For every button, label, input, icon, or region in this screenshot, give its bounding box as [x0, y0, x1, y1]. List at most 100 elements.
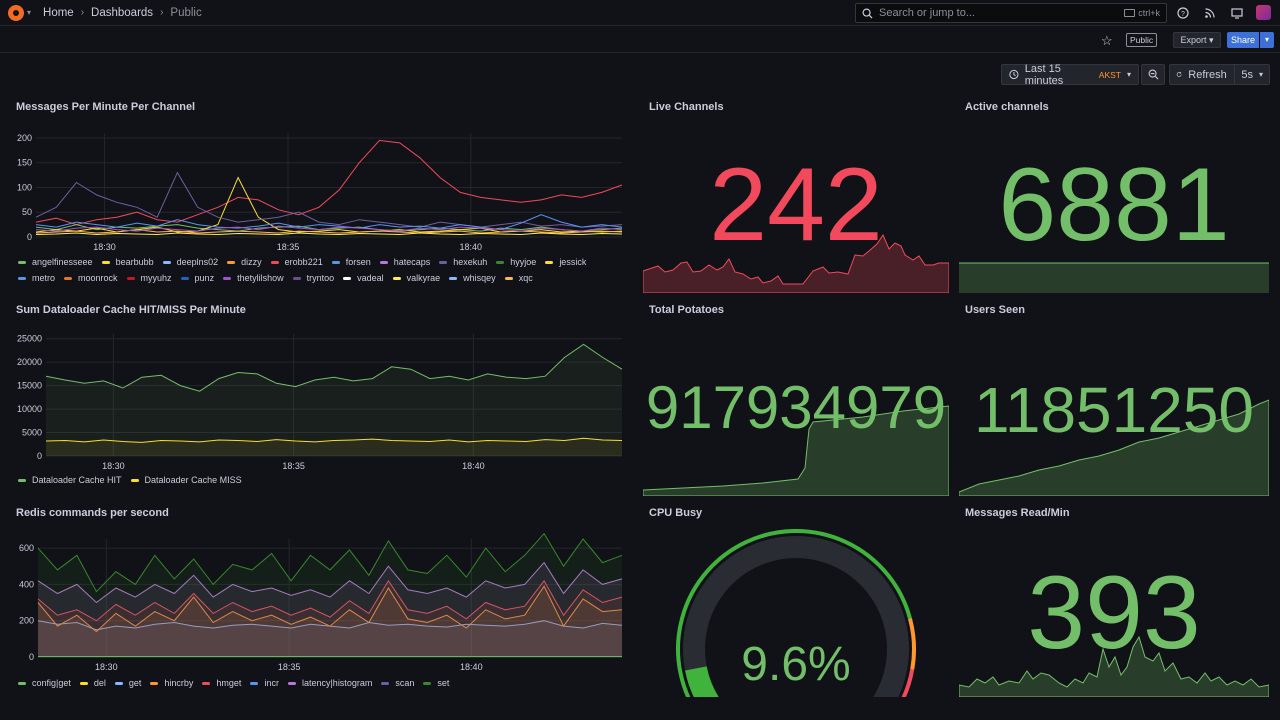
export-button[interactable]: Export ▾ [1173, 32, 1221, 48]
chart-legend: config|get del get hincrby hmget incr latency|… [18, 675, 630, 691]
legend-swatch [18, 478, 26, 482]
legend-item[interactable]: hatecaps [379, 254, 430, 270]
breadcrumb-dashboards[interactable]: Dashboards [91, 6, 154, 19]
messages-line-chart[interactable]: 0 50 100 150 200 18:30 18:35 18:40 [16, 127, 630, 255]
users-seen-sparkline [959, 399, 1269, 496]
legend-item[interactable]: dizzy [227, 254, 262, 270]
keyboard-icon [1124, 9, 1136, 17]
refresh-button[interactable]: Refresh 5s ▾ [1169, 64, 1270, 85]
panel-title[interactable]: Total Potatoes [649, 304, 724, 316]
panel-title[interactable]: Redis commands per second [16, 507, 169, 519]
legend-label: forsen [345, 257, 371, 267]
legend-swatch [202, 681, 211, 685]
legend-item[interactable]: latency|histogram [287, 675, 372, 691]
legend-item[interactable]: erobb221 [270, 254, 323, 270]
legend-item[interactable]: set [423, 675, 449, 691]
panel-users-seen: Users Seen 11851250 [959, 304, 1269, 496]
timezone-badge: AKST [1098, 69, 1121, 80]
stat-value: 6881 [998, 147, 1230, 263]
panel-messages-read: Messages Read/Min 393 [959, 507, 1269, 697]
panel-title[interactable]: Messages Per Minute Per Channel [16, 101, 196, 113]
x-tick-label: 18:35 [277, 242, 300, 252]
legend-item[interactable]: hincrby [150, 675, 193, 691]
redis-area-chart[interactable]: 0 200 400 600 18:30 18:35 18:40 [16, 533, 630, 675]
top-actions: ? [1175, 5, 1245, 21]
y-tick-label: 5000 [22, 428, 42, 438]
panel-title[interactable]: Users Seen [965, 304, 1025, 316]
panel-live-channels: Live Channels 242 [643, 101, 949, 293]
rss-news-icon[interactable] [1202, 5, 1218, 21]
y-tick-label: 200 [17, 133, 32, 143]
panel-title[interactable]: Messages Read/Min [965, 507, 1070, 519]
zoom-out-button[interactable] [1141, 64, 1165, 85]
legend-label: myyuhz [140, 273, 172, 283]
help-icon[interactable]: ? [1175, 5, 1191, 21]
legend-item[interactable]: jessick [545, 254, 586, 270]
legend-item[interactable]: Dataloader Cache MISS [130, 472, 242, 488]
legend-item[interactable]: hmget [202, 675, 241, 691]
breadcrumb-home[interactable]: Home [43, 6, 74, 19]
legend-item[interactable]: Dataloader Cache HIT [18, 472, 122, 488]
y-tick-label: 150 [17, 158, 32, 168]
legend-label: hyyjoe [510, 257, 537, 267]
series-line [37, 533, 623, 593]
legend-item[interactable]: get [114, 675, 141, 691]
refresh-label: Refresh [1188, 68, 1227, 81]
search-input[interactable]: Search or jump to... ctrl+k [855, 3, 1167, 23]
legend-item[interactable]: metro [18, 270, 55, 286]
panel-title[interactable]: CPU Busy [649, 507, 703, 519]
search-placeholder: Search or jump to... [879, 7, 975, 19]
legend-item[interactable]: bearbubb [101, 254, 154, 270]
legend-label: set [437, 678, 450, 688]
keyboard-shortcut: ctrl+k [1124, 8, 1160, 18]
panel-title[interactable]: Active channels [965, 101, 1049, 113]
legend-label: hincrby [164, 678, 194, 688]
user-avatar[interactable] [1256, 5, 1271, 20]
series-area [38, 533, 622, 657]
legend-item[interactable]: vadeal [343, 270, 384, 286]
gauge-threshold-green [676, 529, 912, 697]
legend-item[interactable]: angelfinesseee [18, 254, 93, 270]
legend-item[interactable]: incr [250, 675, 279, 691]
legend-item[interactable]: forsen [331, 254, 371, 270]
legend-item[interactable]: hexekuh [439, 254, 487, 270]
legend-item[interactable]: scan [381, 675, 414, 691]
live-channels-sparkline [643, 233, 949, 293]
y-tick-label: 600 [19, 543, 34, 553]
legend-label: incr [264, 678, 279, 688]
time-range-picker[interactable]: Last 15 minutes AKST ▾ [1001, 63, 1139, 87]
share-button[interactable]: Share [1227, 32, 1259, 48]
x-tick-label: 18:35 [282, 461, 305, 471]
legend-item[interactable]: deeplns02 [162, 254, 218, 270]
legend-swatch [379, 260, 388, 264]
star-favorite-icon[interactable]: ☆ [1101, 33, 1113, 48]
legend-item[interactable]: moonrock [64, 270, 118, 286]
panel-title[interactable]: Live Channels [649, 101, 724, 113]
legend-item[interactable]: xqc [504, 270, 533, 286]
dataloader-area-chart[interactable]: 0 5000 10000 15000 20000 25000 18:30 18:35 18:40 [16, 328, 630, 472]
legend-item[interactable]: valkyrae [392, 270, 440, 286]
legend-item[interactable]: config|get [18, 675, 71, 691]
legend-item[interactable]: del [79, 675, 106, 691]
legend-item[interactable]: whisqey [449, 270, 496, 286]
breadcrumb: Home › Dashboards › Public [43, 7, 202, 19]
panel-title[interactable]: Sum Dataloader Cache HIT/MISS Per Minute [16, 304, 246, 316]
chart-legend: Dataloader Cache HIT Dataloader Cache MIS… [18, 472, 630, 488]
legend-swatch [101, 260, 110, 264]
x-tick-label: 18:30 [95, 662, 118, 672]
chevron-down-icon[interactable]: ▾ [27, 8, 32, 17]
series-area [38, 580, 622, 657]
share-dropdown-chevron-icon[interactable]: ▾ [1260, 32, 1274, 48]
legend-item[interactable]: hyyjoe [496, 254, 536, 270]
y-tick-label: 400 [19, 579, 34, 589]
series-line [35, 214, 623, 231]
legend-item[interactable]: tryntoo [292, 270, 334, 286]
kiosk-monitor-icon[interactable] [1229, 5, 1245, 21]
grafana-logo-icon[interactable] [8, 4, 24, 21]
y-tick-label: 100 [17, 182, 32, 192]
legend-item[interactable]: thetylilshow [223, 270, 284, 286]
dashboard-toolbar [0, 27, 1280, 53]
refresh-interval[interactable]: 5s [1241, 68, 1253, 81]
legend-item[interactable]: myyuhz [126, 270, 172, 286]
legend-item[interactable]: punz [180, 270, 214, 286]
